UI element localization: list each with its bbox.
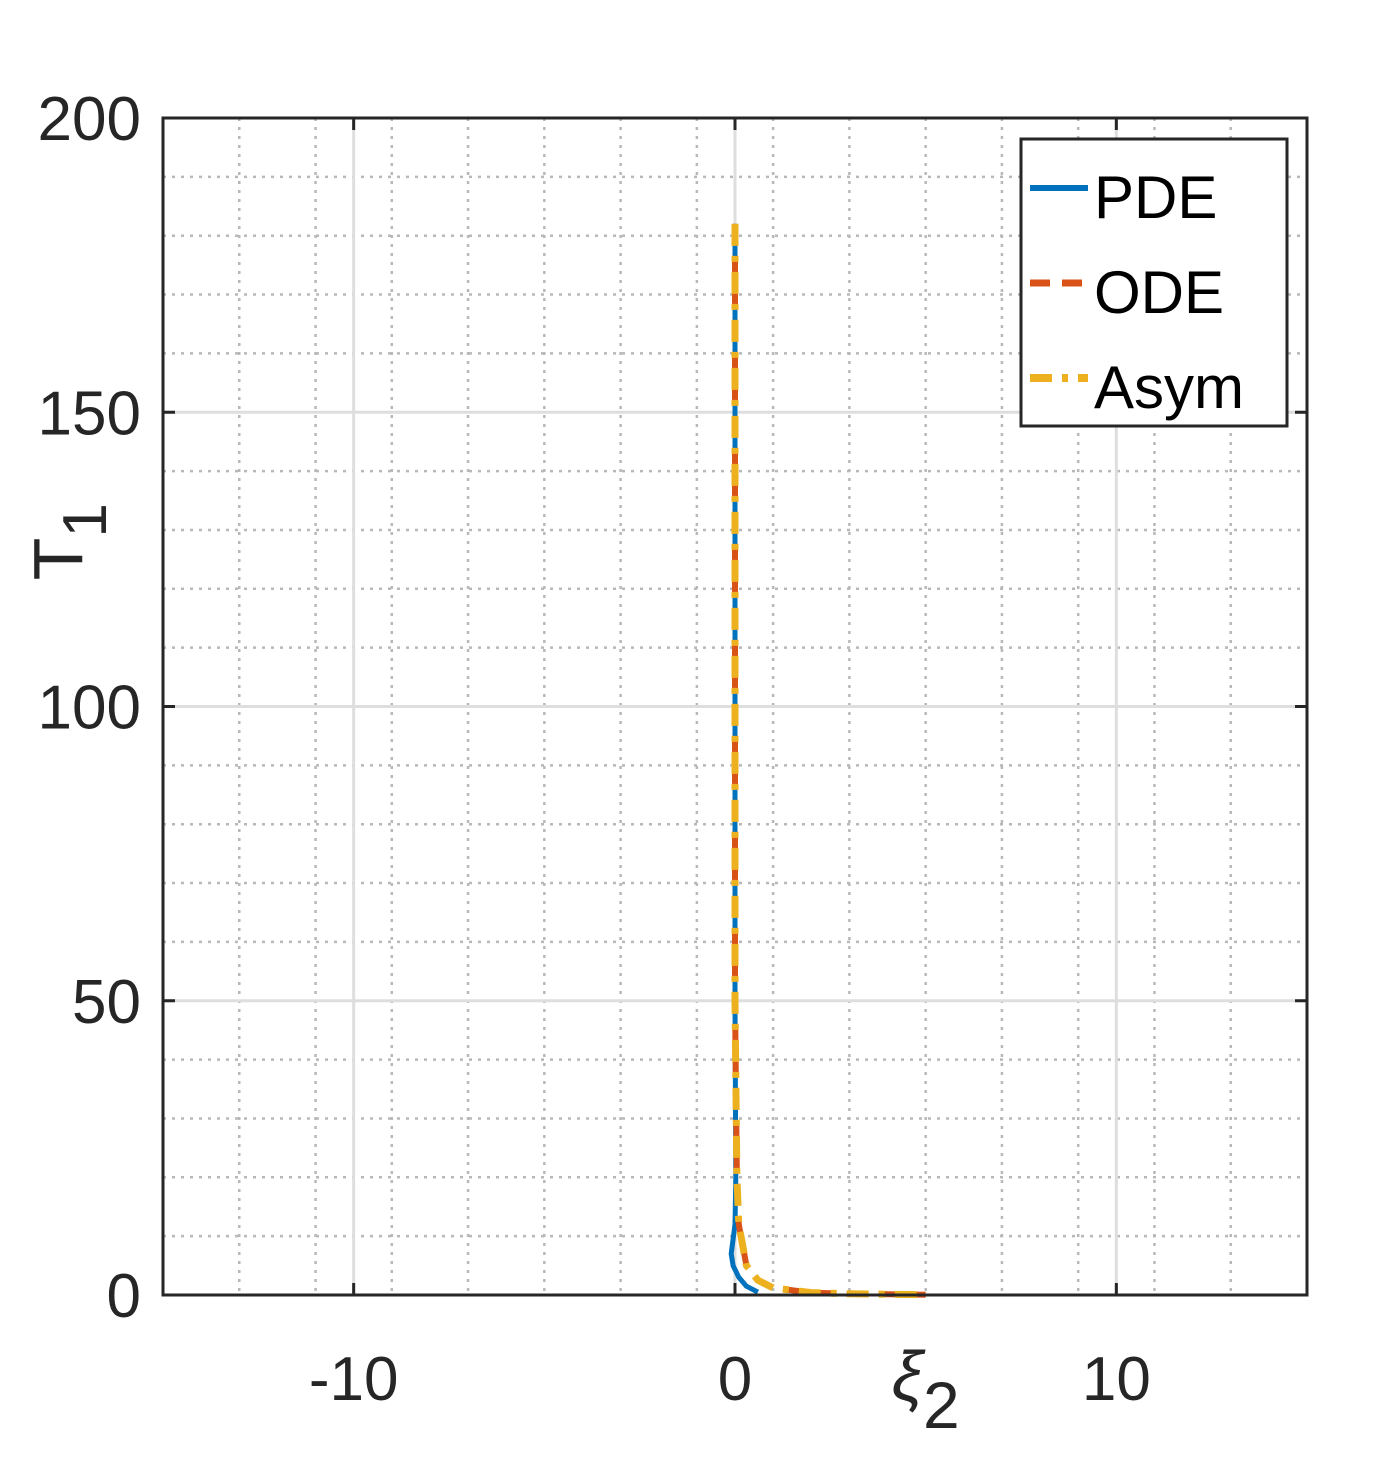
x-axis-label: ξ2	[892, 1337, 960, 1442]
x-tick-label: -10	[309, 1345, 399, 1414]
y-axis-label: T1	[19, 503, 120, 580]
y-axis-label-base: T	[19, 538, 97, 581]
legend: PDE ODE Asym	[1019, 137, 1289, 428]
y-tick-label: 150	[38, 379, 141, 448]
x-tick-label: 0	[718, 1345, 752, 1414]
series-line-asym	[731, 223, 926, 1299]
x-axis-label-base: ξ	[892, 1337, 926, 1415]
legend-label-ode: ODE	[1094, 259, 1224, 326]
x-axis-label-sub: 2	[923, 1368, 960, 1442]
x-tick-label: 10	[1082, 1345, 1151, 1414]
legend-label-asym: Asym	[1094, 354, 1244, 421]
y-axis-label-sub: 1	[51, 503, 120, 537]
y-tick-label: 50	[72, 968, 141, 1037]
tick-marks	[163, 116, 1307, 1297]
legend-label-pde: PDE	[1094, 164, 1217, 231]
y-tick-label: 0	[107, 1262, 141, 1331]
series-layer	[728, 223, 926, 1299]
y-tick-label: 200	[38, 85, 141, 154]
y-tick-label: 100	[38, 674, 141, 743]
